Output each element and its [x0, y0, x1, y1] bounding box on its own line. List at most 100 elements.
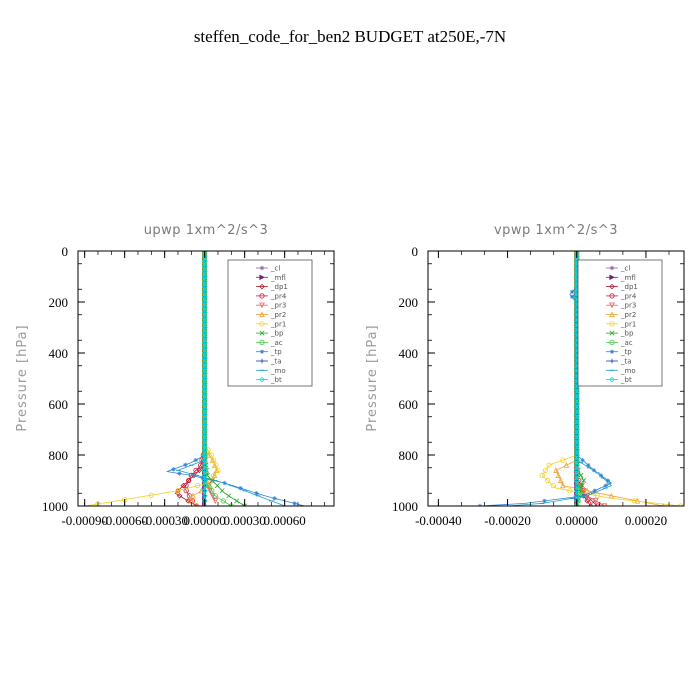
- y-tick-label-upwp: 200: [49, 295, 69, 310]
- point-bp-upwp: [214, 483, 220, 489]
- point-bt-upwp: [201, 309, 208, 315]
- plot-frame-upwp: [77, 250, 335, 507]
- point-bt-upwp: [201, 340, 208, 346]
- point-tp-vpwp: [580, 457, 585, 463]
- legend-box-vpwp: [577, 259, 663, 387]
- y-tick-label-vpwp: 800: [399, 448, 419, 463]
- legend-label-ta-upwp: _ta: [270, 358, 282, 366]
- point-bt-vpwp: [573, 411, 580, 417]
- point-bt-upwp: [201, 283, 208, 290]
- point-bt-upwp: [201, 268, 208, 275]
- legend-label-dp1-vpwp: _dp1: [620, 283, 638, 291]
- legend-marker-pr3-vpwp: [609, 302, 615, 309]
- y-axis-label-upwp: Pressure [hPa]: [15, 324, 30, 431]
- point-pr1-vpwp: [594, 493, 601, 499]
- y-tick-label-upwp: 600: [49, 397, 69, 412]
- y-tick-label-upwp: 400: [49, 346, 69, 361]
- point-tp-upwp: [292, 501, 297, 506]
- point-pr1-upwp: [208, 452, 214, 458]
- point-pr1-vpwp: [560, 457, 566, 463]
- point-bp-upwp: [219, 488, 225, 494]
- legend-label-cl-vpwp: _cl: [620, 265, 630, 273]
- x-tick-label-upwp: -0.00060: [101, 513, 148, 528]
- legend-label-tp-upwp: _tp: [270, 348, 282, 356]
- point-tp-vpwp: [569, 294, 575, 300]
- point-pr1-upwp: [210, 457, 217, 463]
- point-pr1-vpwp: [550, 482, 556, 489]
- point-pr3-upwp: [212, 498, 219, 504]
- panel-title-vpwp: vpwp 1xm^2/s^3: [494, 223, 618, 238]
- point-bt-upwp: [201, 299, 208, 305]
- legend-label-pr1-vpwp: _pr1: [620, 320, 636, 328]
- point-bt-upwp: [201, 406, 208, 412]
- point-bp-vpwp: [579, 483, 585, 489]
- point-dp1-upwp: [176, 493, 183, 499]
- point-bt-upwp: [201, 421, 208, 428]
- legend-label-ac-upwp: _ac: [270, 339, 283, 347]
- legend-label-bp-vpwp: _bp: [620, 330, 634, 338]
- legend-marker-pr4-upwp: [259, 293, 265, 299]
- point-bt-vpwp: [573, 487, 580, 494]
- y-tick-label-vpwp: 200: [399, 295, 419, 310]
- legend-label-bp-upwp: _bp: [270, 330, 284, 338]
- point-bt-upwp: [201, 375, 208, 382]
- point-bt-upwp: [201, 329, 208, 336]
- panel-upwp: upwp 1xm^2/s^3 Pressure [hPa] 0 200 400 600…: [15, 223, 335, 528]
- legend-label-pr4-upwp: _pr4: [270, 292, 287, 300]
- point-bt-upwp: [201, 396, 208, 402]
- point-tp-vpwp: [581, 493, 586, 498]
- panel-vpwp: vpwp 1xm^2/s^3 Pressure [hPa] 0 200 400 600…: [365, 223, 685, 528]
- point-pr1-vpwp: [631, 498, 638, 504]
- x-tick-label-upwp: 0.00000: [184, 513, 226, 528]
- y-axis-label-vpwp: Pressure [hPa]: [365, 324, 380, 431]
- point-bp-upwp: [242, 503, 248, 506]
- x-tick-label-upwp: 0.00030: [224, 513, 266, 528]
- point-bt-upwp: [201, 411, 208, 417]
- legend-marker-bt-upwp: [259, 376, 265, 383]
- point-bp-upwp: [234, 498, 240, 504]
- point-bt-upwp: [201, 380, 208, 387]
- point-ac-upwp: [220, 498, 226, 504]
- legend-label-pr4-vpwp: _pr4: [620, 292, 637, 300]
- point-bt-vpwp: [573, 472, 580, 479]
- point-pr1-upwp: [95, 501, 101, 506]
- legend-marker-pr2-upwp: [259, 311, 265, 318]
- point-bt-upwp: [201, 304, 208, 310]
- legend-marker-mfl-vpwp: [609, 274, 616, 281]
- point-pr2-vpwp: [560, 482, 566, 489]
- x-tick-label-upwp: -0.00030: [141, 513, 188, 528]
- point-bt-upwp: [201, 401, 208, 407]
- point-tp-vpwp: [592, 488, 597, 493]
- point-pr1-vpwp: [546, 462, 552, 468]
- legend-marker-cl-vpwp: [609, 265, 615, 271]
- legend-marker-tp-upwp: [259, 349, 265, 354]
- point-pr1-upwp: [194, 482, 201, 489]
- point-pr1-upwp: [215, 467, 221, 473]
- point-dp1-upwp: [180, 482, 187, 489]
- point-pr2-vpwp: [584, 487, 590, 494]
- point-bt-upwp: [201, 334, 208, 341]
- point-bt-upwp: [201, 467, 208, 474]
- point-bt-vpwp: [573, 253, 580, 259]
- x-tick-label-vpwp: 0.00000: [556, 513, 598, 528]
- point-pr2-upwp: [205, 451, 212, 458]
- point-bt-upwp: [201, 253, 208, 259]
- point-bt-upwp: [201, 289, 208, 295]
- point-bt-upwp: [201, 452, 208, 458]
- point-tp-vpwp: [605, 478, 611, 483]
- point-bt-vpwp: [573, 457, 580, 463]
- point-bt-vpwp: [573, 426, 580, 433]
- legend-marker-bt-vpwp: [609, 376, 615, 383]
- point-bt-vpwp: [573, 447, 580, 453]
- point-bt-vpwp: [573, 503, 580, 506]
- legend-label-ta-vpwp: _ta: [620, 358, 632, 366]
- point-pr1-upwp: [213, 462, 219, 468]
- point-pr2-vpwp: [563, 462, 570, 468]
- point-bt-vpwp: [573, 482, 580, 489]
- point-bt-vpwp: [573, 431, 580, 438]
- x-tick-label-upwp: 0.00060: [264, 513, 306, 528]
- point-dp1-vpwp: [584, 498, 590, 504]
- plot-upwp: 0 200 400 600 800 1000-0.00090-0.00060-0.0003…: [42, 244, 335, 528]
- point-ac-upwp: [212, 493, 218, 499]
